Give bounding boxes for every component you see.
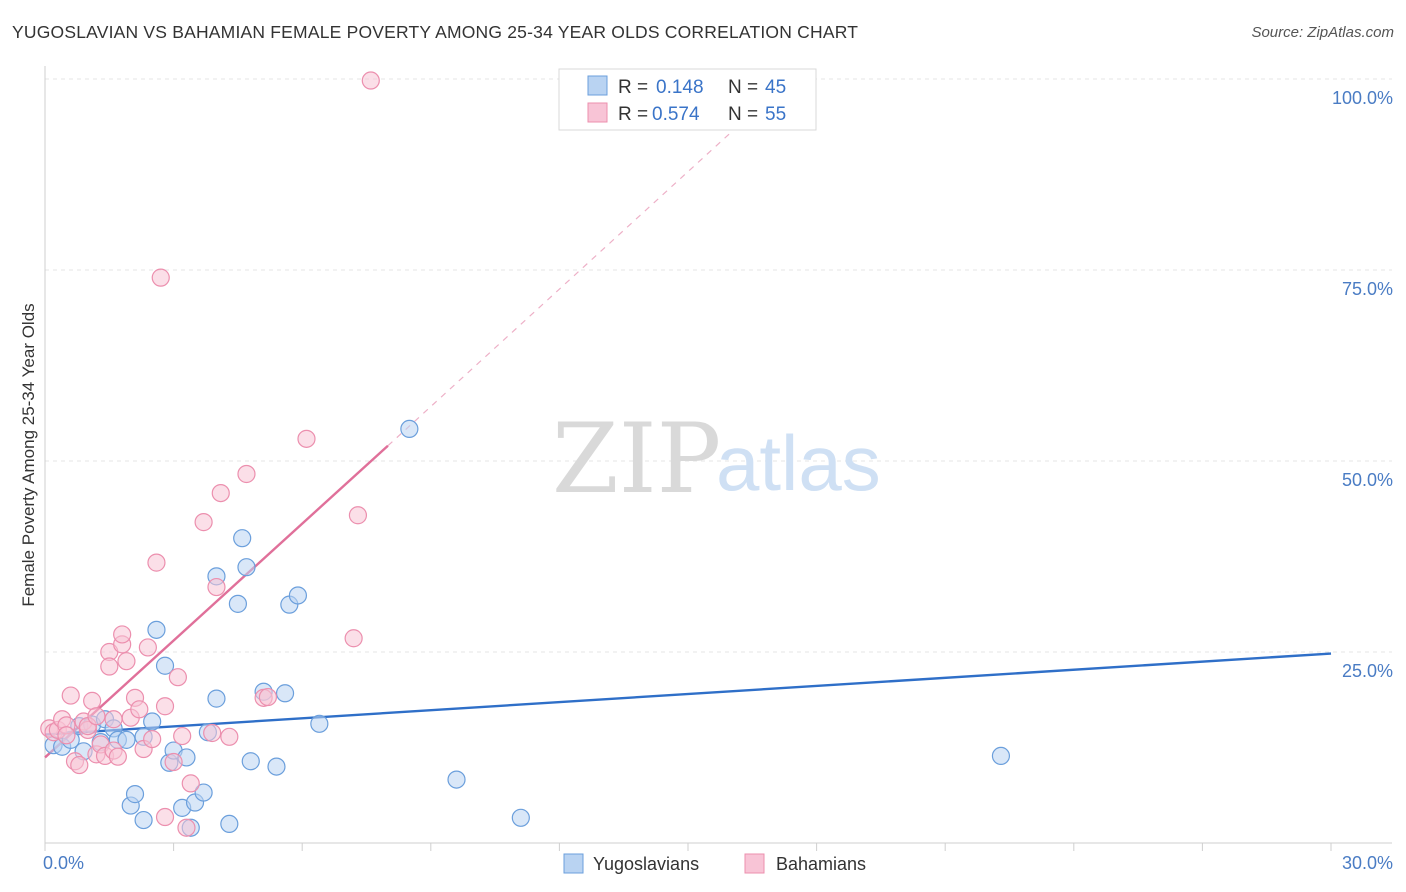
legend-n-label-1: N = <box>728 77 758 98</box>
point-bahamians-42 <box>207 577 226 597</box>
point-bahamians-43 <box>211 483 230 503</box>
point-yugoslavians-37 <box>288 586 308 605</box>
legend-swatch-yugoslavians <box>587 75 608 96</box>
point-bahamians-40 <box>194 513 213 532</box>
trend-lines <box>44 132 1332 759</box>
y-tick-label-0: 25.0% <box>1342 661 1393 681</box>
point-yugoslavians-12 <box>125 785 145 804</box>
x-tick-label-1: 30.0% <box>1342 853 1393 873</box>
point-bahamians-39 <box>181 774 200 793</box>
point-bahamians-5 <box>57 726 76 745</box>
point-yugoslavians-10 <box>117 730 136 749</box>
point-yugoslavians-27 <box>207 689 226 708</box>
y-axis-label: Female Poverty Among 25-34 Year Olds <box>19 303 38 606</box>
point-bahamians-48 <box>297 429 316 448</box>
legend-n-value-2: 55 <box>765 104 786 125</box>
point-bahamians-29 <box>138 638 157 657</box>
watermark: ZIP atlas <box>552 403 881 515</box>
point-yugoslavians-15 <box>143 712 162 731</box>
legend-r-value-2: 0.574 <box>652 104 700 125</box>
legend-r-value-1: 0.148 <box>656 77 704 98</box>
point-yugoslavians-14 <box>134 810 153 830</box>
point-bahamians-30 <box>143 729 162 749</box>
point-bahamians-37 <box>173 726 192 746</box>
point-yugoslavians-29 <box>228 594 247 613</box>
point-bahamians-38 <box>177 818 196 837</box>
point-bahamians-20 <box>104 710 123 729</box>
point-bahamians-35 <box>164 752 183 772</box>
point-bahamians-41 <box>203 723 222 743</box>
bottom-legend: Yugoslavians Bahamians <box>563 853 866 874</box>
point-yugoslavians-24 <box>194 783 213 802</box>
trend-extension-bahamians <box>387 132 732 447</box>
bottom-legend-label-bahamians: Bahamians <box>776 854 866 874</box>
point-yugoslavians-34 <box>267 757 286 776</box>
legend: R = 0.148 N = 45 R = 0.574 N = 55 <box>558 68 817 131</box>
point-yugoslavians-38 <box>310 714 329 733</box>
point-yugoslavians-32 <box>241 752 260 771</box>
bottom-legend-label-yugoslavians: Yugoslavians <box>593 854 699 874</box>
point-yugoslavians-42 <box>991 746 1011 766</box>
grid-lines <box>45 78 1392 653</box>
watermark-atlas: atlas <box>716 419 881 507</box>
bottom-legend-swatch-yugoslavians <box>563 853 584 874</box>
point-bahamians-12 <box>83 691 102 710</box>
watermark-zip: ZIP <box>552 403 721 515</box>
point-bahamians-21 <box>108 747 127 766</box>
y-tick-label-3: 100.0% <box>1332 88 1393 108</box>
point-bahamians-27 <box>130 700 149 719</box>
legend-r-label-2: R = <box>618 104 648 125</box>
point-yugoslavians-40 <box>447 770 466 789</box>
point-yugoslavians-31 <box>237 558 256 577</box>
point-bahamians-24 <box>117 652 136 671</box>
legend-swatch-bahamians <box>587 102 608 123</box>
point-bahamians-44 <box>220 727 239 746</box>
trend-line-bahamians <box>44 444 389 759</box>
point-bahamians-8 <box>70 755 89 775</box>
point-bahamians-51 <box>361 71 380 90</box>
trend-line-yugoslavians <box>44 652 1332 736</box>
point-bahamians-34 <box>155 807 175 827</box>
point-bahamians-14 <box>87 707 106 726</box>
x-tick-label-0: 0.0% <box>43 853 84 873</box>
bottom-legend-swatch-bahamians <box>744 853 765 874</box>
point-yugoslavians-30 <box>233 529 252 548</box>
point-bahamians-32 <box>151 268 170 287</box>
point-bahamians-33 <box>155 697 175 716</box>
point-yugoslavians-28 <box>220 814 239 834</box>
point-bahamians-6 <box>61 686 80 705</box>
point-yugoslavians-41 <box>511 808 530 827</box>
point-bahamians-45 <box>237 464 256 484</box>
point-yugoslavians-17 <box>155 656 175 675</box>
point-bahamians-31 <box>147 553 166 572</box>
point-bahamians-23 <box>113 625 132 644</box>
point-bahamians-36 <box>168 668 187 687</box>
tick-labels: 25.0% 50.0% 75.0% 100.0% 0.0% 30.0% <box>43 88 1393 873</box>
point-bahamians-49 <box>344 629 363 648</box>
point-bahamians-47 <box>258 687 278 707</box>
legend-r-label-1: R = <box>618 77 648 98</box>
chart-source: Source: ZipAtlas.com <box>1251 24 1394 41</box>
axes <box>44 66 1392 851</box>
point-bahamians-18 <box>100 657 119 676</box>
point-yugoslavians-39 <box>400 419 419 439</box>
y-tick-label-1: 50.0% <box>1342 470 1393 490</box>
point-yugoslavians-16 <box>147 620 166 639</box>
chart-title: YUGOSLAVIAN VS BAHAMIAN FEMALE POVERTY A… <box>12 22 859 42</box>
legend-n-value-1: 45 <box>765 77 786 98</box>
legend-n-label-2: N = <box>728 104 758 125</box>
point-yugoslavians-35 <box>275 684 295 703</box>
y-tick-label-2: 75.0% <box>1342 279 1393 299</box>
data-points <box>40 71 1011 837</box>
point-bahamians-50 <box>348 506 368 525</box>
